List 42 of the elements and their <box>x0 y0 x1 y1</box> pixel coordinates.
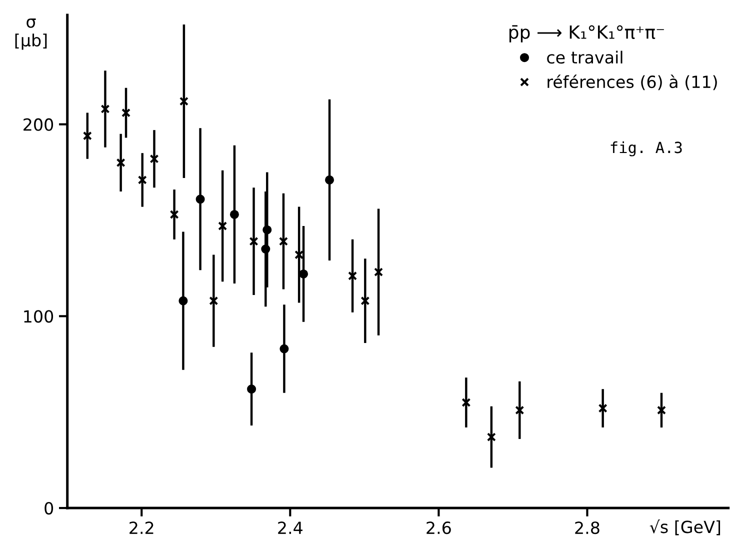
point <box>82 131 92 140</box>
y-tick-label: 0 <box>44 502 54 515</box>
y-tick-label: 100 <box>24 310 54 323</box>
x-tick-label: 2.8 <box>575 522 600 534</box>
point <box>138 175 147 184</box>
y-axis-title: σ [μb] <box>15 18 47 50</box>
point <box>170 210 179 219</box>
point <box>280 344 289 354</box>
point <box>278 236 288 246</box>
point <box>218 221 228 231</box>
point <box>178 296 188 306</box>
point <box>230 210 239 219</box>
point <box>249 236 258 246</box>
legend-title: p̄p ⟶ K₁°K₁°π⁺π⁻ <box>509 25 664 42</box>
point <box>116 158 126 168</box>
x-tick-label: 2.4 <box>278 522 302 534</box>
point <box>462 398 471 408</box>
x-tick-label: 2.2 <box>130 522 154 534</box>
point <box>656 406 666 415</box>
point <box>247 384 256 394</box>
legend-label: ce travail <box>547 50 622 64</box>
point <box>324 175 334 184</box>
point <box>348 271 358 280</box>
x-tick-label: 2.6 <box>426 522 451 534</box>
point <box>196 194 205 204</box>
point <box>261 244 270 254</box>
point <box>209 296 218 306</box>
legend-label: références (6) à (11) <box>548 74 717 90</box>
point <box>598 404 608 413</box>
point <box>374 268 384 277</box>
y-tick-label: 200 <box>24 118 54 131</box>
point <box>150 154 159 164</box>
point <box>122 108 131 118</box>
point <box>515 406 524 415</box>
point <box>360 296 370 306</box>
point <box>486 432 496 442</box>
point <box>299 269 308 278</box>
annotation: fig. A.3 <box>610 141 682 156</box>
x-axis-title: √s [GeV] <box>650 519 720 536</box>
point <box>179 96 188 106</box>
point <box>262 225 272 234</box>
point <box>100 104 110 114</box>
